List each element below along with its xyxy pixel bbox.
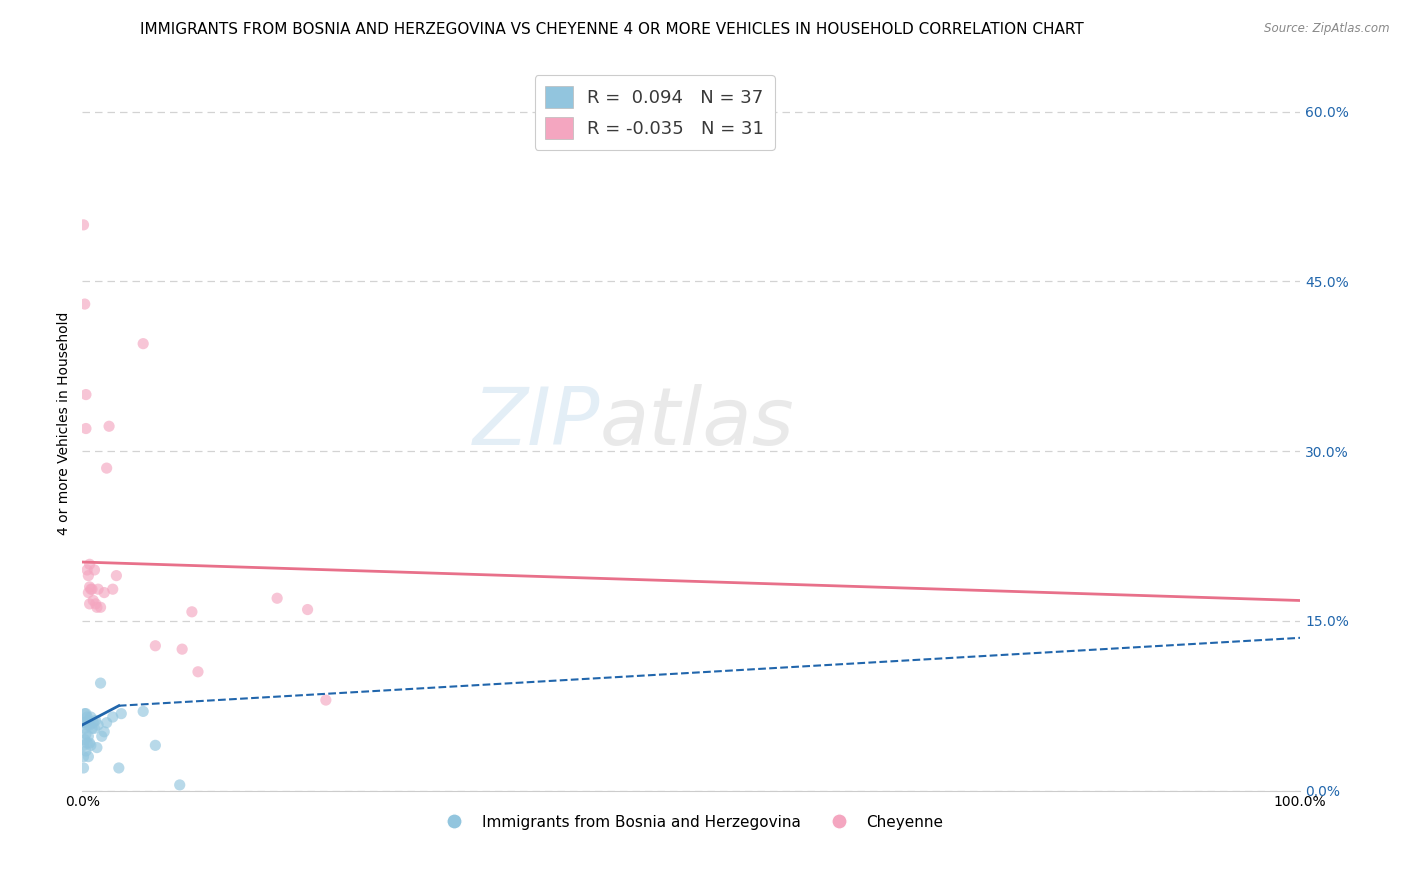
Point bbox=[79, 558, 101, 572]
Point bbox=[76, 710, 98, 724]
Text: atlas: atlas bbox=[600, 384, 794, 462]
Point bbox=[79, 597, 101, 611]
Point bbox=[75, 715, 97, 730]
Point bbox=[73, 706, 96, 721]
Point bbox=[90, 676, 112, 690]
Point bbox=[76, 563, 98, 577]
Point bbox=[86, 740, 108, 755]
Point bbox=[110, 706, 132, 721]
Point bbox=[73, 722, 96, 736]
Point bbox=[77, 568, 100, 582]
Point bbox=[80, 582, 103, 597]
Point bbox=[82, 593, 104, 607]
Point bbox=[82, 715, 104, 730]
Point bbox=[105, 568, 128, 582]
Point bbox=[172, 642, 194, 657]
Point bbox=[96, 715, 118, 730]
Point bbox=[76, 736, 98, 750]
Text: ZIP: ZIP bbox=[472, 384, 600, 462]
Point bbox=[80, 722, 103, 736]
Point bbox=[87, 718, 110, 732]
Point bbox=[180, 605, 202, 619]
Point bbox=[75, 706, 97, 721]
Point bbox=[73, 715, 96, 730]
Point bbox=[80, 582, 103, 597]
Point bbox=[77, 729, 100, 743]
Point bbox=[79, 580, 101, 594]
Point bbox=[72, 761, 94, 775]
Point bbox=[79, 736, 101, 750]
Legend: Immigrants from Bosnia and Herzegovina, Cheyenne: Immigrants from Bosnia and Herzegovina, … bbox=[433, 809, 949, 836]
Point bbox=[93, 585, 115, 599]
Point bbox=[143, 739, 166, 753]
Point bbox=[98, 419, 121, 434]
Point bbox=[266, 591, 288, 606]
Point bbox=[79, 718, 101, 732]
Point bbox=[101, 710, 124, 724]
Point bbox=[77, 749, 100, 764]
Point bbox=[72, 739, 94, 753]
Point bbox=[80, 710, 103, 724]
Point bbox=[84, 714, 107, 728]
Point bbox=[84, 597, 107, 611]
Point bbox=[132, 336, 155, 351]
Point bbox=[108, 761, 131, 775]
Point bbox=[86, 600, 108, 615]
Point bbox=[297, 602, 319, 616]
Point bbox=[77, 585, 100, 599]
Point bbox=[75, 744, 97, 758]
Point bbox=[87, 582, 110, 597]
Text: IMMIGRANTS FROM BOSNIA AND HERZEGOVINA VS CHEYENNE 4 OR MORE VEHICLES IN HOUSEHO: IMMIGRANTS FROM BOSNIA AND HERZEGOVINA V… bbox=[139, 22, 1084, 37]
Point bbox=[72, 218, 94, 232]
Point bbox=[187, 665, 209, 679]
Point bbox=[75, 727, 97, 741]
Point bbox=[73, 297, 96, 311]
Point bbox=[80, 739, 103, 753]
Point bbox=[90, 600, 112, 615]
Point bbox=[83, 563, 105, 577]
Point bbox=[75, 387, 97, 401]
Text: Source: ZipAtlas.com: Source: ZipAtlas.com bbox=[1264, 22, 1389, 36]
Point bbox=[101, 582, 124, 597]
Point bbox=[72, 749, 94, 764]
Point bbox=[75, 421, 97, 435]
Point bbox=[132, 705, 155, 719]
Point bbox=[77, 714, 100, 728]
Point bbox=[90, 729, 112, 743]
Point bbox=[315, 693, 337, 707]
Point bbox=[73, 732, 96, 747]
Y-axis label: 4 or more Vehicles in Household: 4 or more Vehicles in Household bbox=[58, 311, 72, 534]
Point bbox=[83, 722, 105, 736]
Point bbox=[143, 639, 166, 653]
Point bbox=[93, 724, 115, 739]
Point bbox=[96, 461, 118, 475]
Point bbox=[76, 718, 98, 732]
Point bbox=[169, 778, 191, 792]
